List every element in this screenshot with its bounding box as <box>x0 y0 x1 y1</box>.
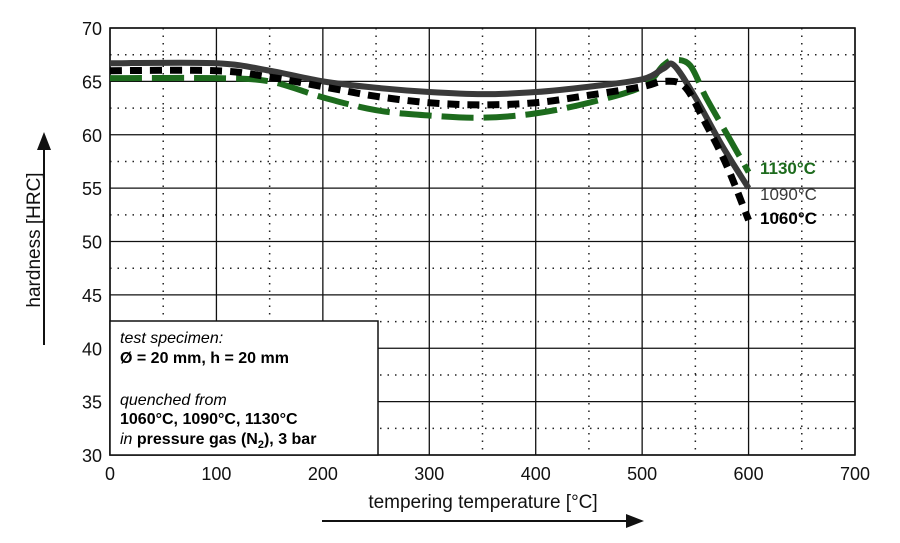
y-axis-label: hardness [HRC] <box>24 172 45 307</box>
x-tick-label: 300 <box>414 464 444 484</box>
y-tick-label: 50 <box>82 233 102 253</box>
x-tick-label: 100 <box>201 464 231 484</box>
x-tick-label: 700 <box>840 464 870 484</box>
y-tick-label: 60 <box>82 126 102 146</box>
annotation-box: test specimen: Ø = 20 mm, h = 20 mm quen… <box>109 320 379 456</box>
y-tick-label: 40 <box>82 339 102 359</box>
annotation-line: Ø = 20 mm, h = 20 mm <box>120 350 289 367</box>
annotation-line: in pressure gas (N2), 3 bar <box>120 431 316 451</box>
x-tick-label: 600 <box>734 464 764 484</box>
series-line-1130 <box>109 56 752 174</box>
series-line-1060 <box>109 66 752 222</box>
x-axis-arrowhead <box>626 514 644 528</box>
series-label: 1060°C <box>760 209 817 228</box>
y-tick-label: 45 <box>82 286 102 306</box>
annotation-line: 1060°C, 1090°C, 1130°C <box>120 411 298 428</box>
x-tick-label: 400 <box>521 464 551 484</box>
series-line-1090 <box>109 59 752 190</box>
x-tick-label: 0 <box>105 464 115 484</box>
series-label: 1130°C <box>760 159 816 178</box>
series-label: 1090°C <box>760 185 817 204</box>
annotation-line: quenched from <box>120 392 227 409</box>
x-axis-label: tempering temperature [°C] <box>368 492 597 513</box>
annotation-line: test specimen: <box>120 330 223 347</box>
y-tick-label: 30 <box>82 446 102 466</box>
y-tick-label: 35 <box>82 393 102 413</box>
y-tick-label: 65 <box>82 72 102 92</box>
x-tick-label: 200 <box>308 464 338 484</box>
x-tick-label: 500 <box>627 464 657 484</box>
plot-frame <box>109 27 856 456</box>
y-axis-arrowhead <box>37 132 51 150</box>
y-tick-label: 55 <box>82 179 102 199</box>
y-tick-label: 70 <box>82 19 102 39</box>
